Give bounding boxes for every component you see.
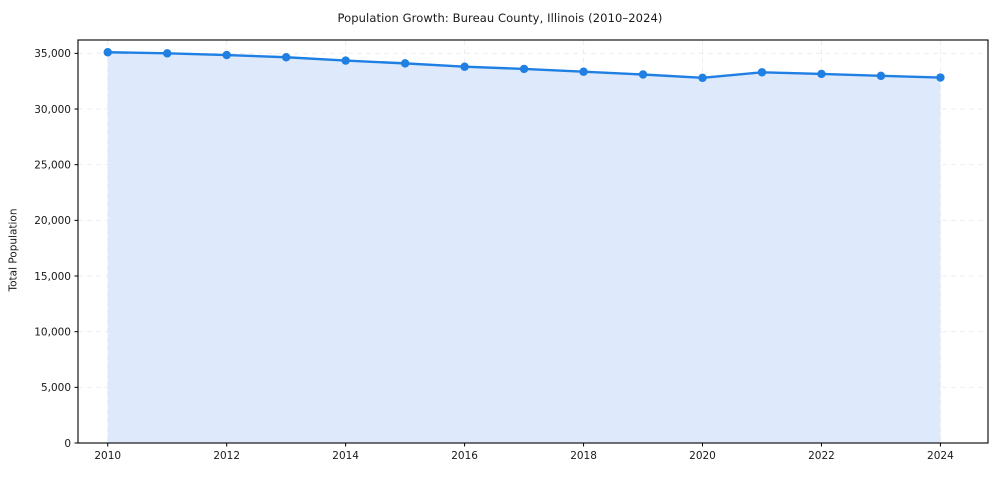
y-tick-label: 0 [64,438,71,450]
data-point-2021 [757,68,767,77]
chart-title: Population Growth: Bureau County, Illino… [337,11,663,25]
data-point-2010 [103,48,112,57]
data-point-2023 [876,71,886,81]
x-tick-label: 2020 [689,450,716,462]
x-tick-label: 2016 [451,450,478,462]
y-tick-label: 20,000 [34,215,71,227]
data-point-2012 [222,50,231,60]
y-tick-label: 35,000 [34,48,71,60]
plot-frame [77,39,989,444]
y-tick-label: 15,000 [34,271,71,283]
data-point-2022 [817,69,826,79]
x-tick-label: 2014 [332,450,359,462]
x-tick-label: 2012 [213,450,240,462]
data-point-2011 [163,49,172,58]
data-point-2016 [460,62,469,71]
data-point-2018 [579,67,588,76]
x-tick-label: 2018 [570,450,597,462]
data-point-2017 [519,64,529,74]
data-point-2024 [936,73,945,82]
data-point-markers [103,48,945,83]
x-axis-ticks: 2010 2012 2014 2016 2018 2020 2022 2024 [94,443,954,462]
data-point-2020 [698,73,707,83]
x-tick-label: 2024 [927,450,954,462]
y-tick-label: 10,000 [34,326,71,338]
y-axis-ticks: 0 5,000 10,000 15,000 20,000 25,000 30,000 35,0… [34,48,78,450]
y-tick-label: 5,000 [41,382,71,394]
data-point-2019 [638,70,648,79]
y-tick-label: 30,000 [34,104,71,116]
data-point-2015 [400,59,410,68]
area-fill [107,52,941,443]
data-point-2014 [341,56,350,65]
data-point-2013 [281,53,291,62]
x-tick-label: 2010 [94,450,121,462]
x-tick-label: 2022 [808,450,835,462]
y-tick-label: 25,000 [34,159,71,171]
